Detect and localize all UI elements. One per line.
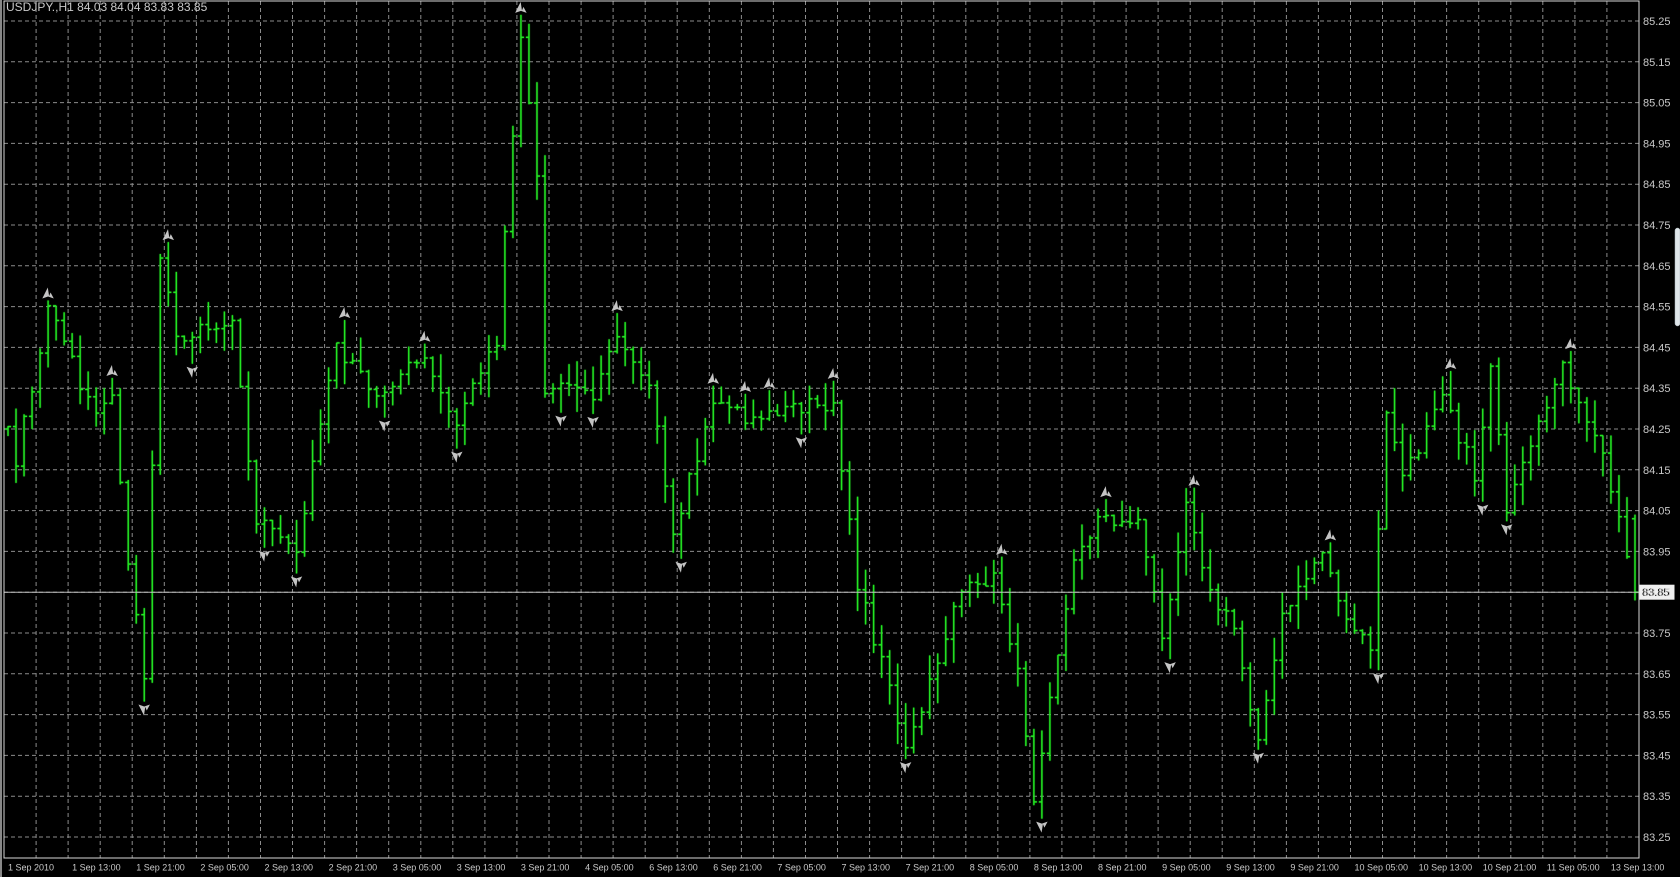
svg-text:8 Sep 21:00: 8 Sep 21:00: [1098, 863, 1147, 873]
svg-text:83.95: 83.95: [1643, 546, 1671, 558]
svg-text:84.35: 84.35: [1643, 383, 1671, 395]
svg-text:1 Sep 2010: 1 Sep 2010: [8, 863, 54, 873]
svg-text:84.75: 84.75: [1643, 220, 1671, 232]
svg-text:83.45: 83.45: [1643, 750, 1671, 762]
svg-text:9 Sep 05:00: 9 Sep 05:00: [1162, 863, 1211, 873]
svg-text:3 Sep 05:00: 3 Sep 05:00: [393, 863, 442, 873]
svg-text:83.75: 83.75: [1643, 628, 1671, 640]
svg-text:10 Sep 21:00: 10 Sep 21:00: [1483, 863, 1537, 873]
svg-text:84.25: 84.25: [1643, 424, 1671, 436]
svg-text:10 Sep 05:00: 10 Sep 05:00: [1355, 863, 1409, 873]
svg-text:6 Sep 13:00: 6 Sep 13:00: [649, 863, 698, 873]
svg-text:84.95: 84.95: [1643, 138, 1671, 150]
svg-text:84.55: 84.55: [1643, 302, 1671, 314]
svg-text:84.65: 84.65: [1643, 261, 1671, 273]
svg-text:85.25: 85.25: [1643, 16, 1671, 28]
svg-text:1 Sep 13:00: 1 Sep 13:00: [72, 863, 121, 873]
svg-text:9 Sep 21:00: 9 Sep 21:00: [1290, 863, 1339, 873]
svg-text:85.05: 85.05: [1643, 98, 1671, 110]
svg-text:8 Sep 13:00: 8 Sep 13:00: [1034, 863, 1083, 873]
svg-text:8 Sep 05:00: 8 Sep 05:00: [970, 863, 1019, 873]
svg-text:6 Sep 21:00: 6 Sep 21:00: [713, 863, 762, 873]
svg-text:11 Sep 05:00: 11 Sep 05:00: [1547, 863, 1600, 873]
svg-text:84.05: 84.05: [1643, 506, 1671, 518]
svg-text:84.15: 84.15: [1643, 465, 1671, 477]
svg-text:83.85: 83.85: [1643, 587, 1671, 599]
svg-text:2 Sep 21:00: 2 Sep 21:00: [329, 863, 378, 873]
svg-text:3 Sep 21:00: 3 Sep 21:00: [521, 863, 570, 873]
svg-text:1 Sep 21:00: 1 Sep 21:00: [136, 863, 185, 873]
svg-text:4 Sep 05:00: 4 Sep 05:00: [585, 863, 634, 873]
svg-text:2 Sep 05:00: 2 Sep 05:00: [200, 863, 249, 873]
svg-text:83.35: 83.35: [1643, 791, 1671, 803]
svg-text:2 Sep 13:00: 2 Sep 13:00: [265, 863, 314, 873]
svg-text:85.15: 85.15: [1643, 57, 1671, 69]
svg-text:83.65: 83.65: [1643, 669, 1671, 681]
svg-text:3 Sep 13:00: 3 Sep 13:00: [457, 863, 506, 873]
svg-text:9 Sep 13:00: 9 Sep 13:00: [1226, 863, 1275, 873]
svg-text:84.85: 84.85: [1643, 179, 1671, 191]
svg-text:83.55: 83.55: [1643, 710, 1671, 722]
svg-text:10 Sep 13:00: 10 Sep 13:00: [1419, 863, 1473, 873]
svg-text:83.25: 83.25: [1643, 832, 1671, 844]
svg-text:13 Sep 13:00: 13 Sep 13:00: [1611, 863, 1665, 873]
svg-text:7 Sep 05:00: 7 Sep 05:00: [777, 863, 826, 873]
svg-text:84.45: 84.45: [1643, 342, 1671, 354]
svg-text:7 Sep 21:00: 7 Sep 21:00: [906, 863, 955, 873]
svg-text:USDJPY.,H1 84.03 84.04 83.83: USDJPY.,H1 84.03 84.04 83.83 83.85: [6, 0, 208, 14]
svg-text:7 Sep 13:00: 7 Sep 13:00: [842, 863, 891, 873]
